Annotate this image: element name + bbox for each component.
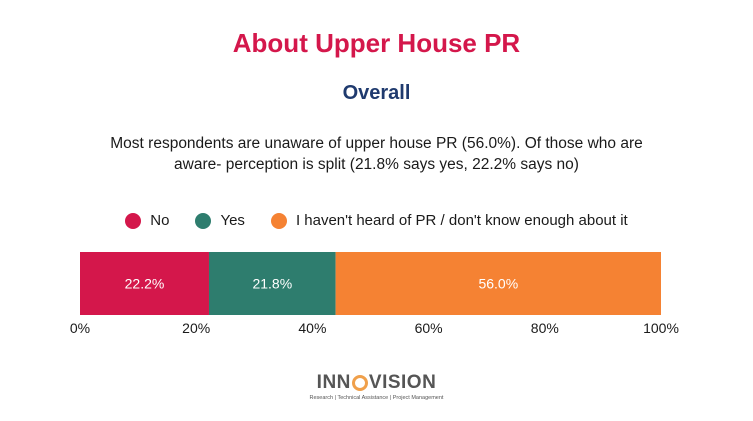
bar-segment-0	[80, 252, 209, 315]
bar-data-label-0: 22.2%	[125, 276, 165, 292]
chart-summary: Most respondents are unaware of upper ho…	[110, 135, 643, 173]
bar-data-label-2: 56.0%	[478, 276, 518, 292]
x-tick-label-1: 20%	[182, 320, 210, 336]
legend-swatch-yes	[195, 212, 212, 229]
legend-item-not-heard: I haven't heard of PR / don't know enoug…	[270, 212, 628, 229]
legend-item-yes: Yes	[195, 212, 245, 229]
bars-layer: 22.2% 21.8% 56.0%	[80, 252, 661, 315]
chart-subtitle: Overall	[342, 82, 411, 104]
legend-label-no: No	[150, 212, 170, 229]
x-tick-label-0: 0%	[70, 320, 90, 336]
x-axis-ticks: 0% 20% 40% 60% 80% 100%	[70, 320, 679, 336]
x-tick-label-3: 60%	[415, 320, 443, 336]
legend-swatch-not-heard	[270, 212, 287, 229]
x-tick-label-4: 80%	[531, 320, 559, 336]
logo-text-right: VISION	[368, 372, 437, 393]
legend-item-no: No	[125, 212, 169, 229]
chart-title: About Upper House PR	[232, 28, 521, 58]
x-tick-label-5: 100%	[643, 320, 679, 336]
bar-segment-1	[208, 252, 336, 315]
legend-swatch-no	[125, 212, 142, 229]
bar-data-label-1: 21.8%	[252, 276, 292, 292]
logo-text-left: INN	[316, 372, 351, 393]
x-tick-label-2: 40%	[298, 320, 326, 336]
bar-segment-2	[335, 252, 661, 315]
logo-o-icon	[351, 375, 368, 391]
legend-label-not-heard: I haven't heard of PR / don't know enoug…	[295, 212, 628, 229]
innovision-logo: INN VISION Research | Technical Assistanc…	[0, 372, 753, 401]
logo-tagline: Research | Technical Assistance | Projec…	[309, 395, 444, 401]
legend-label-yes: Yes	[220, 212, 245, 229]
chart-legend: No Yes I haven't heard of PR / don't kno…	[0, 212, 753, 229]
